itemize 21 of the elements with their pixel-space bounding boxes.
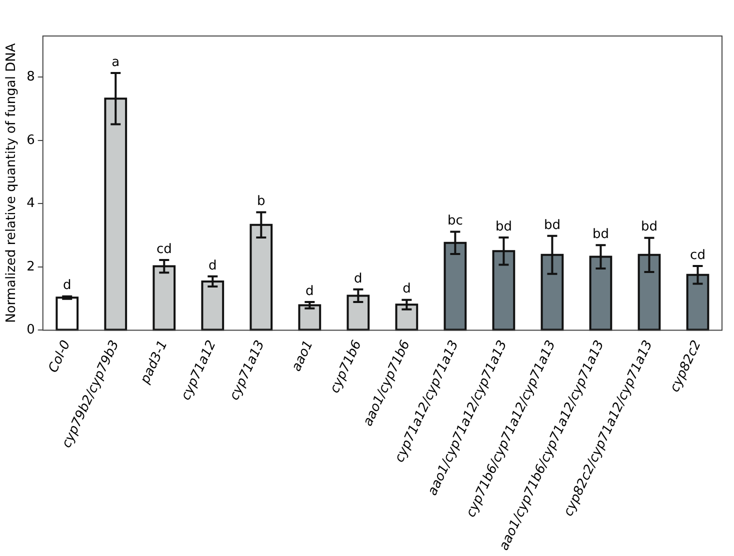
- y-tick-label: 8: [26, 70, 35, 84]
- annotation: bc: [447, 214, 463, 229]
- y-tick-label: 2: [26, 259, 35, 274]
- annotation: bd: [640, 220, 658, 235]
- annotation: d: [62, 278, 72, 294]
- x-tick-label: aao1: [289, 338, 316, 374]
- annotation: d: [306, 284, 314, 299]
- annotation: bd: [544, 218, 560, 233]
- annotation: d: [354, 271, 362, 286]
- y-tick-label: 0: [26, 322, 35, 338]
- annotation: d: [208, 258, 217, 274]
- annotation: b: [257, 194, 266, 210]
- annotation: a: [112, 54, 120, 70]
- y-tick-label: 4: [26, 196, 35, 212]
- annotation: d: [402, 282, 411, 297]
- annotation: cd: [156, 242, 172, 257]
- y-tick-label: 6: [26, 132, 35, 148]
- y-axis-title: Normalized relative quantity of fungal DNA: [4, 43, 20, 323]
- annotation: bd: [495, 219, 512, 234]
- annotation: bd: [592, 226, 609, 242]
- annotation: cd: [690, 248, 706, 263]
